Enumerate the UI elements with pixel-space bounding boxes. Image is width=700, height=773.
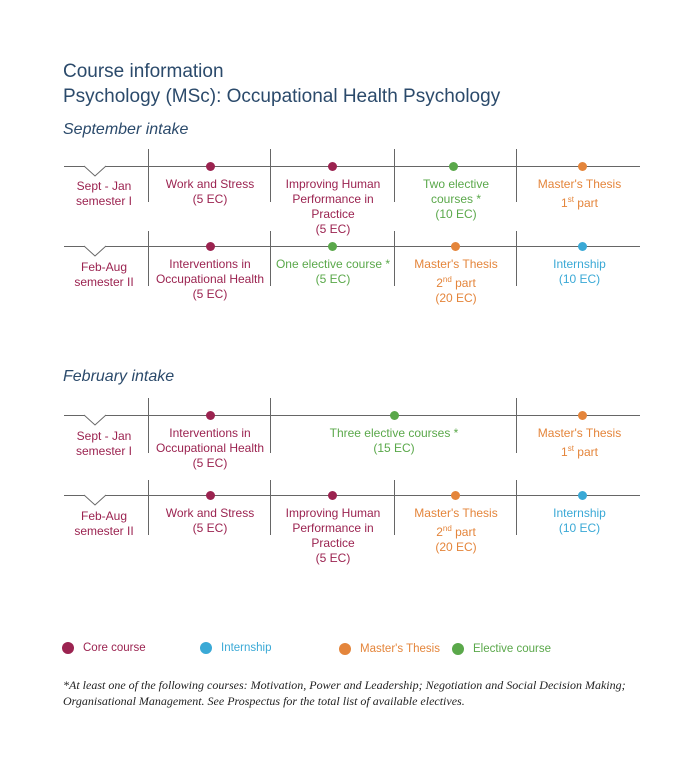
february-intake-heading: February intake [63,368,175,385]
course-cell: Internship (10 EC) [553,506,606,535]
course-cell: Two elective courses * (10 EC) [422,177,490,221]
internship-legend-dot [200,642,212,654]
core-dot [206,411,215,420]
semester-notch [84,245,106,257]
semester-notch [84,414,106,426]
legend-internship: Internship [200,642,272,654]
thesis-legend-dot [339,643,351,655]
course-cell: Interventions in Occupational Health (5 EC… [155,426,265,470]
course-cell: One elective course * (5 EC) [275,257,391,286]
divider [516,398,517,453]
divider [394,231,395,286]
core-dot [328,491,337,500]
legend-masters-thesis: Master's Thesis [339,643,440,655]
course-cell: Master's Thesis 1st part [537,426,622,459]
elective-dot [449,162,458,171]
divider [394,480,395,535]
elective-dot [390,411,399,420]
divider [270,480,271,535]
course-cell: Internship (10 EC) [553,257,606,286]
feb-row-1: Sept - Jan semester I Interventions in Occ… [0,398,700,505]
footnote: *At least one of the following courses: … [63,678,626,708]
elective-legend-dot [452,643,464,655]
thesis-dot [451,242,460,251]
semester-label: Feb-Aug semester II [74,260,134,289]
internship-dot [578,242,587,251]
sep-row-2: Feb-Aug semester II Interventions in Occup… [0,231,700,336]
page-title-line1: Course information [63,61,224,82]
course-cell: Master's Thesis 1st part [537,177,622,210]
divider [270,149,271,202]
course-cell: Three elective courses * (15 EC) [329,426,459,455]
timeline-line [64,495,640,496]
internship-dot [578,491,587,500]
divider [148,149,149,202]
semester-label: Feb-Aug semester II [74,509,134,538]
course-cell: Master's Thesis 2nd part (20 EC) [414,257,498,305]
divider [148,480,149,535]
course-cell: Improving Human Performance in Practice (5… [285,506,381,565]
thesis-dot [451,491,460,500]
course-cell: Master's Thesis 2nd part (20 EC) [414,506,498,554]
semester-label: Sept - Jan semester I [75,429,132,458]
feb-row-2: Feb-Aug semester II Work and Stress (5 EC)… [0,480,700,585]
sep-row-1: Sept - Jan semester I Work and Stress (5 E… [0,149,700,256]
semester-label: Sept - Jan semester I [75,179,132,208]
timeline-line [64,415,640,416]
divider [148,231,149,286]
semester-notch [84,165,106,177]
divider [148,398,149,453]
core-dot [206,491,215,500]
elective-dot [328,242,337,251]
divider [516,231,517,286]
semester-notch [84,494,106,506]
timeline-line [64,246,640,247]
core-dot [206,162,215,171]
core-legend-dot [62,642,74,654]
thesis-dot [578,162,587,171]
legend-elective-course: Elective course [452,643,551,655]
timeline-line [64,166,640,167]
divider [270,398,271,453]
course-cell: Work and Stress (5 EC) [165,506,255,535]
course-cell: Interventions in Occupational Health (5 EC… [155,257,265,301]
divider [270,231,271,286]
course-cell: Improving Human Performance in Practice (5… [285,177,381,236]
divider [516,149,517,202]
core-dot [206,242,215,251]
divider [516,480,517,535]
divider [394,149,395,202]
core-dot [328,162,337,171]
legend-core-course: Core course [62,642,146,654]
thesis-dot [578,411,587,420]
september-intake-heading: September intake [63,121,189,138]
page-title-line2: Psychology (MSc): Occupational Health Ps… [63,86,501,107]
course-cell: Work and Stress (5 EC) [165,177,255,206]
